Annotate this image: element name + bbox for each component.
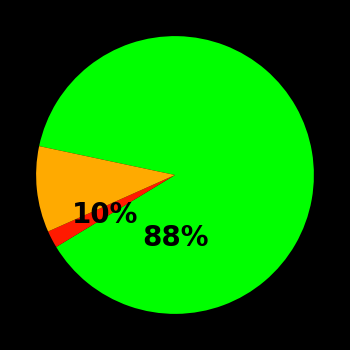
Wedge shape bbox=[39, 36, 314, 314]
Wedge shape bbox=[36, 146, 175, 231]
Text: 10%: 10% bbox=[72, 201, 138, 229]
Text: 88%: 88% bbox=[142, 224, 208, 252]
Wedge shape bbox=[48, 175, 175, 247]
